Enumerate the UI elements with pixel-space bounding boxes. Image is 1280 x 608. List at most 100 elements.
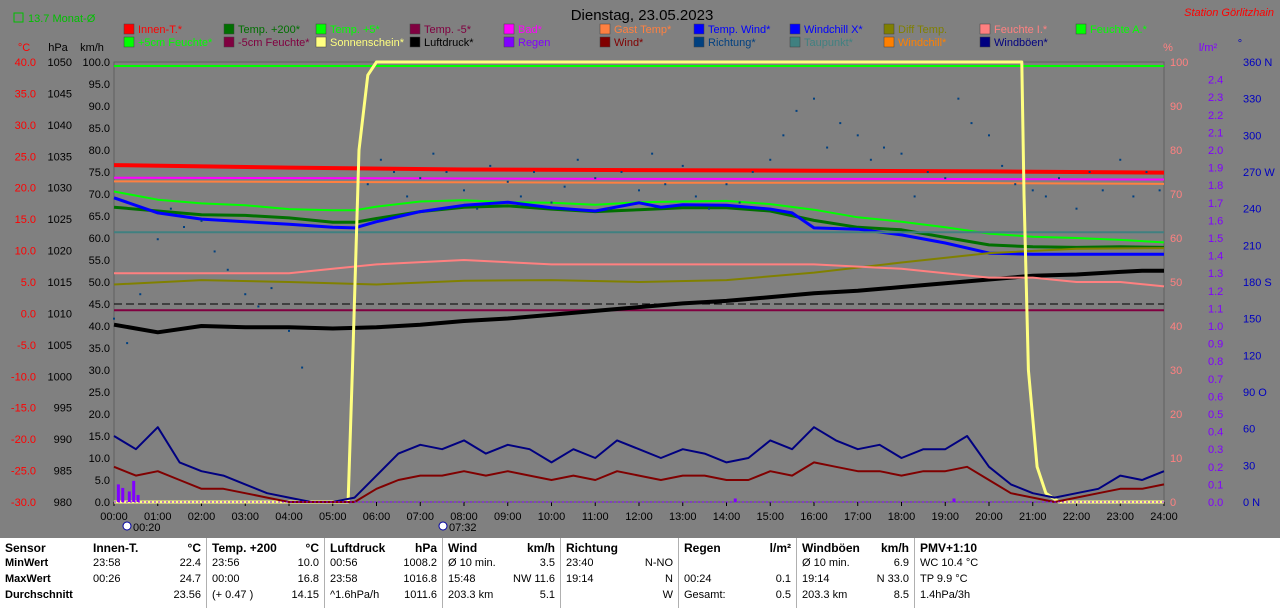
legend-label: Regen	[518, 37, 550, 49]
table-cell-row: 15:48 NW 11.6	[448, 573, 555, 589]
cell-time: Gesamt:	[684, 589, 726, 601]
pressure-tick-label: 1005	[48, 340, 72, 352]
rain-bar	[132, 480, 136, 502]
legend-label: Feuchte A.*	[1090, 24, 1148, 36]
direction-point	[900, 152, 903, 155]
column-header: PMV+1:10	[920, 541, 1027, 557]
legend-label: Innen-T.*	[138, 24, 183, 36]
legend-swatch	[599, 36, 611, 48]
cell-time: 23:58	[93, 557, 121, 569]
cell-time: 19:14	[566, 573, 594, 585]
x-tick-label: 19:00	[931, 511, 959, 523]
temp-tick-label: 20.0	[15, 183, 36, 195]
series-line	[113, 180, 1165, 185]
table-column: Temp. +200 °C 23:56 10.0 00:00 16.8 (+ 0.47 ) 1…	[206, 538, 324, 608]
cell-time: 00:00	[212, 573, 240, 585]
cell-value: 24.7	[179, 573, 201, 585]
percent-tick-label: 0	[1170, 497, 1176, 509]
series-line	[113, 204, 1165, 249]
pressure-tick-label: 1035	[48, 151, 72, 163]
direction-point	[533, 171, 535, 173]
direction-point	[576, 158, 579, 161]
legend-swatch	[315, 23, 327, 35]
column-title: Luftdruck	[330, 541, 386, 555]
direction-point	[769, 158, 772, 161]
legend-swatch	[409, 23, 421, 35]
percent-tick-label: 40	[1170, 321, 1182, 333]
legend-item: Windchill*	[883, 36, 947, 49]
cell-value: 6.9	[893, 557, 909, 569]
direction-tick-label: 270 W	[1243, 167, 1275, 179]
pressure-tick-label: 1020	[48, 246, 72, 258]
x-tick-label: 15:00	[756, 511, 784, 523]
x-tick-label: 11:00	[582, 511, 609, 523]
rain-tick-label: 2.1	[1208, 127, 1223, 139]
unit-temp: °C	[18, 42, 30, 54]
x-tick-label: 03:00	[231, 511, 259, 523]
plot-area	[113, 60, 1165, 504]
rain-tick-label: 0.6	[1208, 391, 1223, 403]
speed-tick-label: 5.0	[95, 475, 110, 487]
series-rain-bars	[116, 480, 956, 502]
cell-value: N	[665, 573, 673, 585]
direction-point	[432, 152, 435, 155]
direction-point	[1075, 207, 1078, 210]
cell-value: 10.0	[297, 557, 319, 569]
legend-label: Gast Temp*	[614, 24, 672, 36]
cell-time: 23:40	[566, 557, 594, 569]
summary-table: Sensor MinWert MaxWert Durchschnitt Inne…	[0, 538, 1280, 608]
cell-time: TP 9.9 °C	[920, 573, 968, 585]
direction-point	[169, 207, 172, 210]
legend-item: Taupunkt*	[789, 36, 854, 49]
temp-tick-label: 0.0	[21, 308, 36, 320]
table-row-labels: Sensor MinWert MaxWert Durchschnitt	[0, 538, 88, 608]
series-line	[113, 163, 1165, 175]
legend-swatch	[979, 23, 991, 35]
series-line	[113, 176, 1165, 181]
unit-rain: l/m²	[1199, 42, 1218, 54]
direction-point	[725, 183, 728, 186]
legend-item: Temp. Wind*	[693, 23, 771, 36]
cell-time: 23:56	[212, 557, 240, 569]
legend-label: +5cm Feuchte*	[138, 37, 213, 49]
pressure-tick-label: 995	[54, 403, 72, 415]
direction-tick-label: 180 S	[1243, 277, 1272, 289]
rain-tick-label: 1.0	[1208, 321, 1223, 333]
rain-tick-label: 0.1	[1208, 479, 1223, 491]
direction-point	[183, 226, 185, 228]
legend-item: Wind*	[599, 36, 644, 49]
direction-tick-label: 240	[1243, 204, 1261, 216]
column-header: Richtung	[566, 541, 673, 557]
x-tick-label: 09:00	[494, 511, 522, 523]
temp-tick-label: 35.0	[15, 88, 36, 100]
series-line	[113, 461, 1165, 503]
legend-swatch	[979, 36, 991, 48]
temp-tick-label: 15.0	[15, 214, 36, 226]
direction-point	[393, 171, 395, 173]
column-title: Richtung	[566, 541, 618, 555]
direction-point	[1088, 171, 1091, 173]
direction-point	[751, 171, 754, 173]
sunset-icon	[438, 521, 448, 531]
table-cell-row: 00:24 0.1	[684, 573, 791, 589]
min-label: MinWert	[5, 557, 49, 569]
legend-item: Innen-T.*	[123, 23, 183, 36]
direction-point	[1031, 189, 1034, 192]
rain-tick-label: 2.4	[1208, 75, 1223, 87]
chart-axes: 40.0 35.0 30.0 25.0 20.0 15.0 10.0 5.0 0.0 -5.0 -1…	[11, 57, 1275, 534]
table-cell-row: 00:00 16.8	[212, 573, 319, 589]
percent-tick-label: 20	[1170, 409, 1182, 421]
table-cell-row: TP 9.9 °C	[920, 573, 1027, 589]
direction-point	[694, 195, 697, 198]
x-tick-label: 13:00	[669, 511, 697, 523]
percent-tick-label: 10	[1170, 453, 1182, 465]
table-column: PMV+1:10 WC 10.4 °C TP 9.9 °C 1.4hPa/3h	[914, 538, 1032, 608]
speed-tick-label: 65.0	[89, 211, 110, 223]
x-tick-label: 23:00	[1106, 511, 1134, 523]
direction-tick-label: 330	[1243, 94, 1261, 106]
rain-tick-label: 0.4	[1208, 427, 1223, 439]
direction-point	[944, 177, 947, 180]
month-average-label: 13.7 Monat-Ø	[28, 13, 96, 25]
direction-point	[620, 171, 623, 173]
table-cell-row: 23:40 N-NO	[566, 557, 673, 573]
